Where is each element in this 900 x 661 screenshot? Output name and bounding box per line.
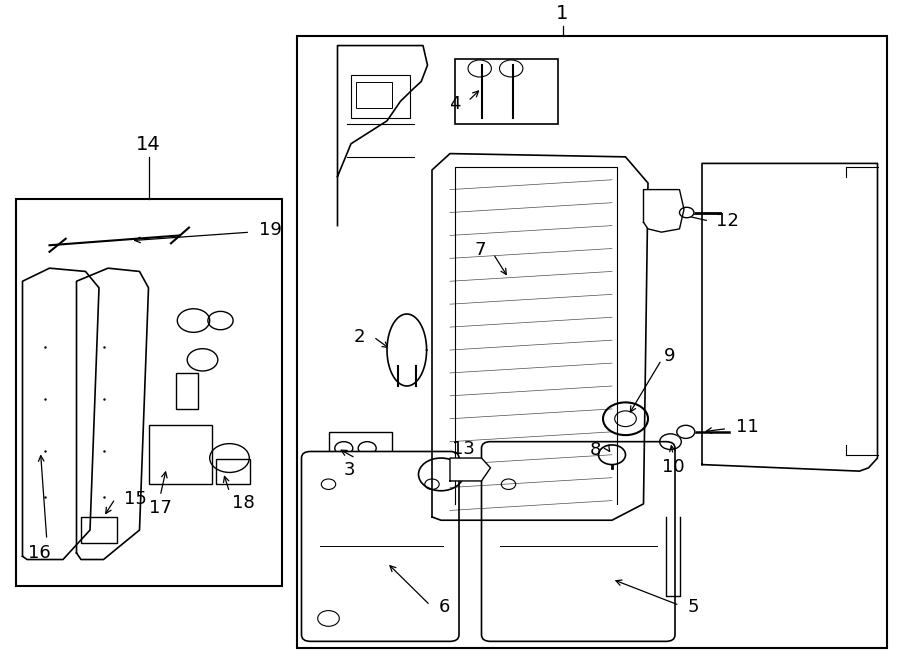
- Circle shape: [680, 208, 694, 217]
- Polygon shape: [644, 190, 684, 232]
- Bar: [81, 517, 117, 543]
- Text: 3: 3: [344, 461, 355, 479]
- Bar: [351, 75, 410, 118]
- Bar: [297, 36, 886, 648]
- Bar: [328, 432, 392, 465]
- Text: 10: 10: [662, 458, 685, 476]
- Polygon shape: [450, 458, 491, 481]
- Text: 15: 15: [124, 490, 147, 508]
- Text: 13: 13: [452, 440, 475, 458]
- Text: 1: 1: [556, 4, 569, 22]
- Bar: [216, 459, 250, 485]
- Text: 16: 16: [28, 545, 51, 563]
- Text: 6: 6: [438, 598, 450, 616]
- Bar: [148, 425, 211, 485]
- Text: 8: 8: [590, 441, 601, 459]
- Polygon shape: [702, 163, 878, 471]
- Text: 18: 18: [232, 494, 255, 512]
- Text: 17: 17: [148, 498, 172, 517]
- Text: 9: 9: [664, 347, 676, 365]
- Text: 12: 12: [716, 212, 739, 230]
- Text: 2: 2: [354, 328, 365, 346]
- Bar: [356, 81, 392, 108]
- Text: 19: 19: [259, 221, 282, 239]
- Bar: [454, 59, 558, 124]
- Text: 11: 11: [736, 418, 759, 436]
- Bar: [176, 373, 198, 409]
- FancyBboxPatch shape: [302, 451, 459, 641]
- Polygon shape: [432, 153, 648, 520]
- Polygon shape: [338, 46, 428, 225]
- FancyBboxPatch shape: [482, 442, 675, 641]
- Bar: [16, 200, 282, 586]
- Circle shape: [677, 425, 695, 438]
- Text: 5: 5: [688, 598, 699, 616]
- Text: 14: 14: [136, 135, 161, 153]
- Text: 4: 4: [449, 95, 461, 114]
- Polygon shape: [387, 314, 427, 386]
- Text: 7: 7: [474, 241, 486, 259]
